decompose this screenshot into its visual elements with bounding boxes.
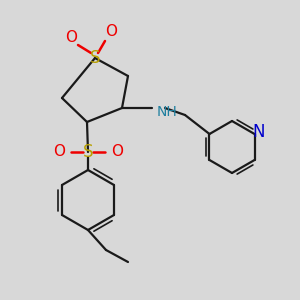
Text: O: O [111, 145, 123, 160]
Text: O: O [65, 31, 77, 46]
Text: S: S [83, 143, 93, 161]
Text: O: O [53, 145, 65, 160]
Text: N: N [252, 123, 265, 141]
Text: S: S [90, 49, 100, 67]
Text: NH: NH [157, 105, 178, 119]
Text: O: O [105, 25, 117, 40]
